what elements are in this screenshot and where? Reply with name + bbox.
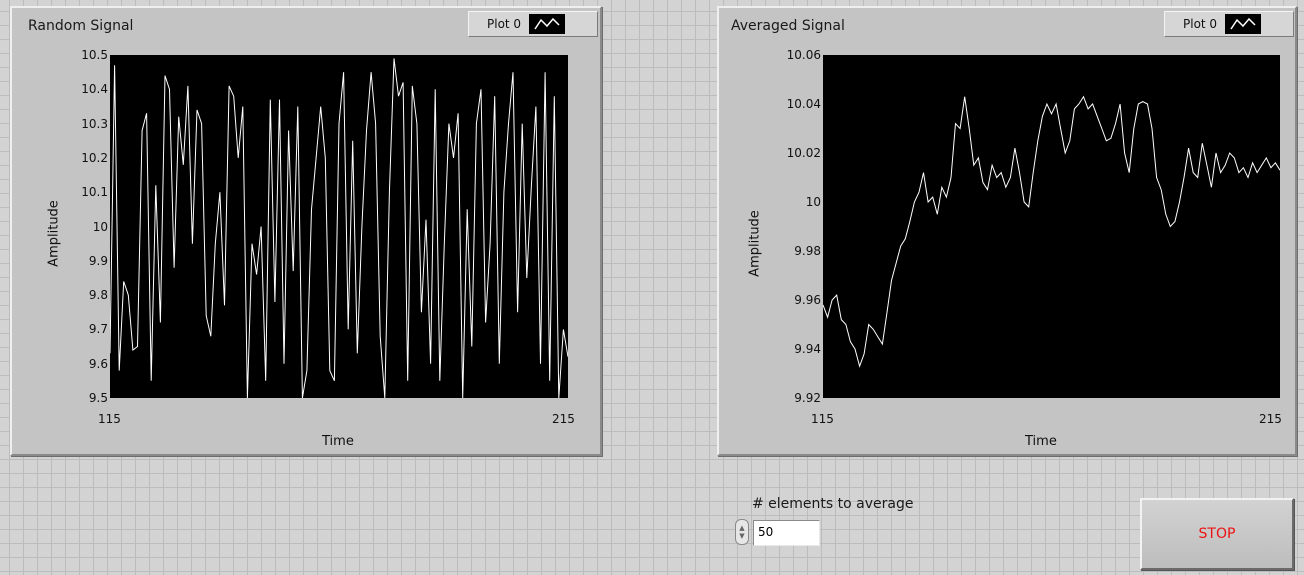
x-axis-label: Time bbox=[322, 434, 354, 449]
x-tick-max: 215 bbox=[1259, 412, 1282, 426]
random-signal-graph: Random Signal Plot 0 Amplitude 115 215 T… bbox=[10, 6, 602, 456]
legend-label: Plot 0 bbox=[1183, 17, 1218, 31]
increment-decrement-stepper[interactable]: ▲ ▼ bbox=[735, 519, 749, 545]
y-tick-label: 10.1 bbox=[81, 185, 108, 200]
y-tick-label: 9.96 bbox=[794, 293, 821, 307]
y-tick-label: 10 bbox=[92, 219, 108, 234]
stop-button[interactable]: STOP bbox=[1140, 498, 1294, 570]
x-tick-min: 115 bbox=[98, 412, 121, 426]
line-style-icon bbox=[1225, 14, 1262, 34]
y-tick-label: 10 bbox=[805, 195, 821, 209]
plot-svg bbox=[823, 95, 1280, 368]
line-style-icon bbox=[529, 14, 566, 34]
y-tick-label: 9.5 bbox=[88, 391, 108, 405]
y-tick-label: 9.98 bbox=[794, 244, 821, 258]
plot-legend[interactable]: Plot 0 bbox=[1164, 11, 1294, 37]
y-tick-label: 10.02 bbox=[786, 146, 821, 160]
down-arrow-icon[interactable]: ▼ bbox=[739, 532, 745, 540]
x-tick-min: 115 bbox=[811, 412, 834, 426]
up-arrow-icon[interactable]: ▲ bbox=[739, 524, 745, 532]
graph-title: Random Signal bbox=[28, 18, 134, 34]
plot-area[interactable] bbox=[110, 55, 568, 398]
y-tick-label: 10.2 bbox=[81, 150, 108, 165]
graph-title: Averaged Signal bbox=[731, 18, 845, 34]
y-tick-label: 10.3 bbox=[81, 116, 108, 131]
y-tick-label: 9.94 bbox=[794, 342, 821, 356]
x-axis-label: Time bbox=[1025, 434, 1057, 449]
plot-svg bbox=[110, 58, 568, 398]
y-tick-label: 9.92 bbox=[794, 391, 821, 405]
y-tick-label: 9.9 bbox=[88, 253, 108, 268]
series-line bbox=[110, 58, 568, 398]
y-tick-label: 10.04 bbox=[786, 97, 821, 111]
plot-area[interactable] bbox=[823, 55, 1280, 398]
y-tick-label: 10.06 bbox=[786, 48, 821, 62]
series-line bbox=[823, 95, 1280, 368]
plot-legend[interactable]: Plot 0 bbox=[468, 11, 598, 37]
elements-to-average-label: # elements to average bbox=[752, 496, 914, 512]
averaged-signal-graph: Averaged Signal Plot 0 Amplitude 115 215… bbox=[717, 6, 1297, 456]
legend-label: Plot 0 bbox=[487, 17, 522, 31]
y-tick-label: 10.4 bbox=[81, 82, 108, 97]
elements-to-average-input[interactable]: 50 bbox=[753, 520, 820, 546]
y-tick-label: 9.8 bbox=[88, 288, 108, 303]
y-tick-label: 9.6 bbox=[88, 356, 108, 371]
x-tick-max: 215 bbox=[552, 412, 575, 426]
y-tick-label: 10.5 bbox=[81, 48, 108, 62]
y-tick-label: 9.7 bbox=[88, 322, 108, 337]
